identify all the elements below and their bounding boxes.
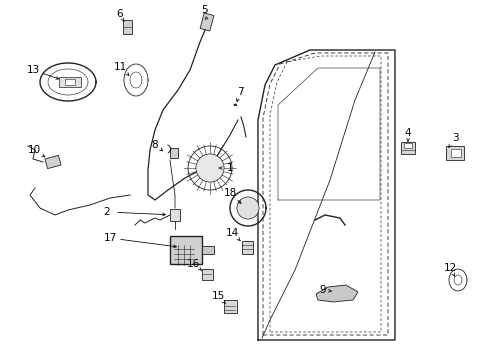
Text: 13: 13 [26, 65, 40, 75]
Text: 18: 18 [223, 188, 236, 198]
FancyBboxPatch shape [223, 300, 236, 312]
Text: 3: 3 [451, 133, 457, 143]
Text: 15: 15 [211, 291, 224, 301]
Text: 17: 17 [103, 233, 116, 243]
FancyBboxPatch shape [445, 146, 463, 160]
Circle shape [196, 154, 224, 182]
FancyBboxPatch shape [170, 209, 180, 221]
Circle shape [237, 197, 259, 219]
FancyBboxPatch shape [403, 143, 411, 148]
FancyBboxPatch shape [170, 148, 178, 158]
FancyBboxPatch shape [450, 149, 460, 157]
Text: 8: 8 [151, 140, 158, 150]
Text: 14: 14 [225, 228, 238, 238]
FancyBboxPatch shape [122, 20, 131, 34]
FancyBboxPatch shape [202, 246, 214, 254]
Text: 2: 2 [103, 207, 110, 217]
Polygon shape [315, 285, 357, 302]
FancyBboxPatch shape [201, 269, 212, 279]
Text: 6: 6 [117, 9, 123, 19]
Text: 4: 4 [404, 128, 410, 138]
Text: 9: 9 [319, 285, 325, 295]
FancyBboxPatch shape [200, 13, 213, 31]
Text: 1: 1 [226, 163, 233, 173]
FancyBboxPatch shape [45, 156, 61, 168]
Text: 16: 16 [186, 259, 199, 269]
FancyBboxPatch shape [241, 240, 252, 253]
FancyBboxPatch shape [59, 77, 81, 87]
Text: 7: 7 [236, 87, 243, 97]
FancyBboxPatch shape [170, 236, 202, 264]
Text: 5: 5 [201, 5, 208, 15]
Text: 11: 11 [113, 62, 126, 72]
FancyBboxPatch shape [65, 79, 75, 85]
Text: 12: 12 [443, 263, 456, 273]
Text: 10: 10 [27, 145, 41, 155]
FancyBboxPatch shape [400, 142, 414, 154]
